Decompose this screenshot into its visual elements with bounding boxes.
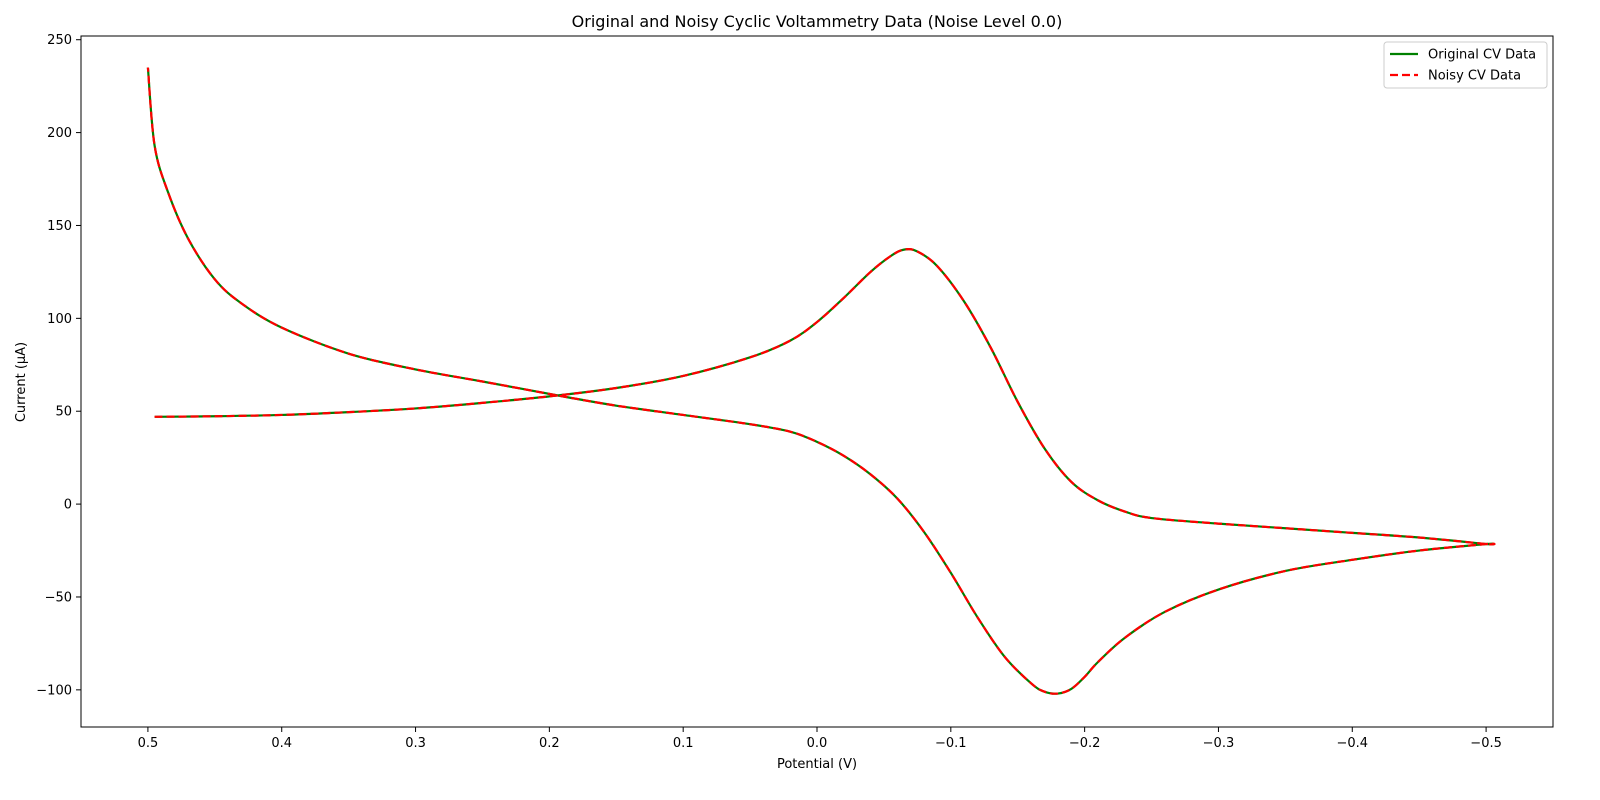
legend: Original CV Data Noisy CV Data xyxy=(1383,41,1548,89)
legend-label: Original CV Data xyxy=(1428,48,1536,63)
x-tick-label: 0.2 xyxy=(539,736,560,751)
plot-area xyxy=(146,67,1496,695)
y-axis: 250 200 150 100 50 0 −50 −100 xyxy=(36,33,81,698)
series-line-1 xyxy=(146,67,1496,695)
x-tick-label: −0.1 xyxy=(935,736,967,751)
series-line-2 xyxy=(146,67,1496,695)
x-tick-label: 0.5 xyxy=(138,736,159,751)
x-tick-label: 0.0 xyxy=(807,736,828,751)
legend-box xyxy=(1383,41,1548,89)
x-tick-label: −0.4 xyxy=(1336,736,1368,751)
x-tick-label: 0.4 xyxy=(271,736,292,751)
x-axis: 0.5 0.4 0.3 0.2 0.1 0.0 −0.1 −0.2 −0.3 −0.4 −0.5 xyxy=(138,727,1502,751)
y-tick-label: 100 xyxy=(47,312,72,327)
chart-title: Original and Noisy Cyclic Voltammetry Da… xyxy=(572,12,1063,31)
y-tick-label: 200 xyxy=(47,126,72,141)
y-tick-label: 50 xyxy=(55,405,72,420)
y-tick-label: −50 xyxy=(45,590,72,605)
y-tick-label: 0 xyxy=(64,498,72,513)
y-tick-label: 150 xyxy=(47,219,72,234)
x-tick-label: 0.3 xyxy=(405,736,426,751)
x-tick-label: 0.1 xyxy=(673,736,694,751)
y-tick-label: 250 xyxy=(47,33,72,48)
y-axis-label: Current (μA) xyxy=(14,342,29,422)
legend-label: Noisy CV Data xyxy=(1428,69,1521,84)
x-axis-label: Potential (V) xyxy=(777,757,857,772)
plot-frame xyxy=(80,35,1554,728)
x-tick-label: −0.5 xyxy=(1470,736,1502,751)
x-tick-label: −0.3 xyxy=(1203,736,1235,751)
y-tick-label: −100 xyxy=(36,683,72,698)
x-tick-label: −0.2 xyxy=(1069,736,1101,751)
